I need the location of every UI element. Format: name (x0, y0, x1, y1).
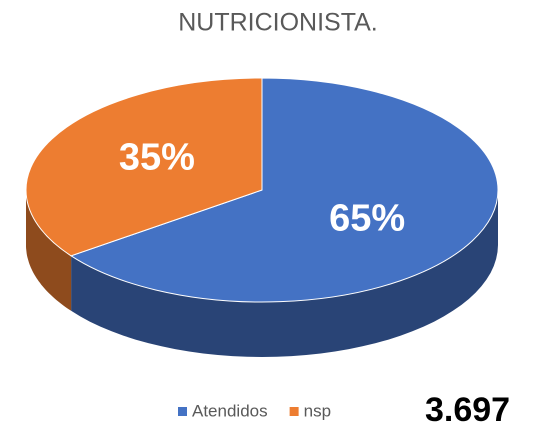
legend-swatch (178, 407, 187, 416)
data-label: 65% (329, 198, 405, 240)
chart-title: NUTRICIONISTA. (178, 9, 378, 37)
slice-side (71, 190, 498, 357)
annotation: 3.697 (425, 391, 510, 429)
slice-side (26, 190, 72, 311)
slice (69, 77, 499, 303)
slice (25, 77, 263, 257)
data-label: 35% (119, 137, 195, 179)
legend-label: nsp (304, 401, 331, 420)
legend-swatch (289, 407, 299, 416)
legend-label: Atendidos (192, 401, 268, 420)
